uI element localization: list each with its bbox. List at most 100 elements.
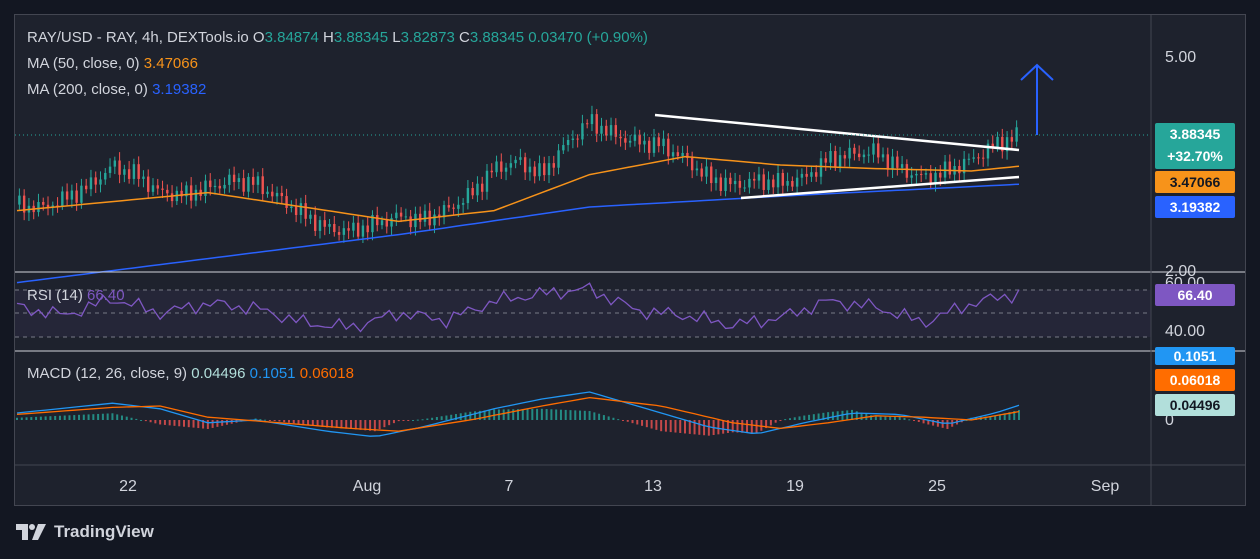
candle-body — [361, 225, 365, 237]
candle-body — [380, 220, 384, 226]
candle-body — [356, 222, 360, 237]
macd-histogram-bar — [407, 420, 410, 421]
macd-legend: MACD (12, 26, close, 9) 0.04496 0.1051 0… — [27, 365, 354, 382]
macd-histogram-bar — [784, 419, 787, 421]
candle-body — [113, 160, 117, 167]
candle-body — [786, 180, 789, 186]
macd-histogram-bar — [58, 415, 61, 420]
candle-body — [905, 164, 909, 178]
candle-body — [452, 207, 455, 209]
macd-histogram-bar — [774, 420, 777, 423]
candle-body — [333, 223, 336, 233]
candle-body — [376, 215, 379, 226]
ma50-tag: 3.47066 — [1155, 171, 1235, 193]
macd-histogram-bar — [545, 409, 548, 420]
candle-body — [194, 189, 198, 201]
candle-body — [605, 125, 608, 136]
candle-body — [791, 180, 794, 187]
macd-histogram-bar — [116, 414, 119, 420]
macd-tag: 0.1051 — [1155, 347, 1235, 365]
macd-histogram-bar — [302, 420, 305, 425]
candle-body — [457, 204, 460, 209]
macd-histogram-bar — [187, 420, 190, 428]
macd-histogram-bar — [383, 420, 386, 428]
candle-body — [56, 205, 59, 207]
candle-body — [170, 193, 174, 202]
macd-histogram-bar — [125, 416, 128, 420]
candle-body — [700, 168, 703, 177]
brand[interactable]: TradingView — [16, 522, 154, 542]
ma200-line — [16, 183, 1020, 284]
candle-body — [958, 166, 961, 174]
hist-tag: 0.04496 — [1155, 394, 1235, 416]
macd-histogram-bar — [898, 416, 901, 420]
macd-histogram-bar — [502, 409, 505, 420]
macd-histogram-bar — [927, 420, 930, 425]
candle-body — [127, 169, 131, 179]
candle-body — [223, 184, 226, 189]
macd-histogram-bar — [92, 414, 95, 420]
open-value: 3.84874 — [264, 29, 319, 46]
macd-histogram-bar — [917, 420, 920, 423]
macd-histogram-bar — [168, 420, 171, 426]
candle-body — [643, 140, 646, 145]
candle-body — [900, 164, 904, 168]
macd-histogram-bar — [817, 413, 820, 420]
macd-histogram-bar — [216, 420, 219, 427]
macd-histogram-bar — [330, 420, 333, 428]
candle-body — [667, 138, 670, 157]
macd-histogram-bar — [111, 413, 114, 420]
candle-body — [681, 152, 684, 157]
candle-body — [481, 183, 484, 192]
candle-body — [423, 210, 427, 222]
rsi-line — [16, 282, 1020, 333]
candle-body — [461, 203, 465, 205]
tradingview-logo-icon — [16, 524, 46, 540]
candle-body — [867, 154, 870, 156]
candle-body — [104, 172, 107, 180]
macd-histogram-bar — [478, 410, 481, 420]
macd-histogram-bar — [851, 409, 853, 420]
candle-body — [996, 136, 999, 148]
macd-histogram-bar — [412, 420, 415, 421]
candle-body — [767, 179, 770, 190]
macd-histogram-bar — [645, 420, 648, 428]
time-axis-tick: 22 — [119, 478, 137, 495]
candle-body — [414, 213, 417, 228]
macd-histogram-bar — [965, 420, 968, 421]
macd-histogram-bar — [202, 420, 205, 429]
candle-body — [1001, 136, 1004, 152]
macd-histogram-bar — [998, 414, 1001, 420]
ma50-value: 3.47066 — [143, 55, 198, 72]
macd-histogram-bar — [812, 414, 815, 420]
macd-histogram-bar — [259, 419, 262, 421]
candle-body — [318, 220, 322, 231]
ma50-legend: MA (50, close, 0) 3.47066 — [27, 55, 198, 72]
macd-histogram-bar — [884, 416, 887, 420]
time-axis-tick: 7 — [505, 478, 514, 495]
macd-signal-value: 0.06018 — [299, 365, 354, 382]
candle-body — [61, 191, 64, 207]
macd-histogram-bar — [698, 420, 701, 435]
candle-body — [519, 157, 522, 160]
macd-histogram-bar — [445, 415, 448, 420]
macd-histogram-bar — [588, 411, 591, 420]
macd-histogram-bar — [359, 420, 362, 430]
candle-body — [581, 123, 584, 140]
macd-histogram-bar — [392, 420, 395, 424]
macd-histogram-bar — [536, 408, 539, 420]
macd-histogram-bar — [44, 416, 47, 420]
macd-histogram-bar — [106, 413, 109, 420]
candle-body — [991, 143, 994, 148]
candle-body — [466, 188, 470, 204]
macd-histogram-bar — [521, 409, 524, 420]
macd-histogram-bar — [283, 420, 286, 423]
macd-axis-tick: 0 — [1165, 412, 1174, 429]
up-arrow-icon — [1020, 63, 1054, 135]
rsi-legend: RSI (14) 66.40 — [27, 287, 125, 304]
candle-body — [218, 185, 221, 189]
candle-body — [504, 167, 508, 172]
macd-histogram-bar — [879, 416, 882, 420]
